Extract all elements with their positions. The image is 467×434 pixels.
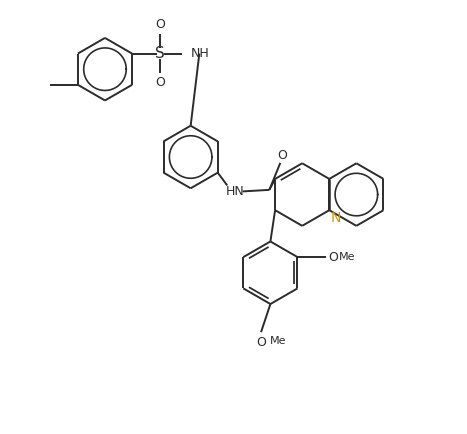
Text: S: S xyxy=(156,46,165,61)
Text: N: N xyxy=(331,211,341,225)
Text: Me: Me xyxy=(340,252,356,262)
Text: HN: HN xyxy=(226,185,244,198)
Text: Me: Me xyxy=(269,336,286,346)
Text: O: O xyxy=(256,336,266,349)
Text: O: O xyxy=(155,76,165,89)
Text: O: O xyxy=(155,18,165,31)
Text: NH: NH xyxy=(191,47,210,60)
Text: O: O xyxy=(277,149,287,161)
Text: O: O xyxy=(328,250,338,263)
